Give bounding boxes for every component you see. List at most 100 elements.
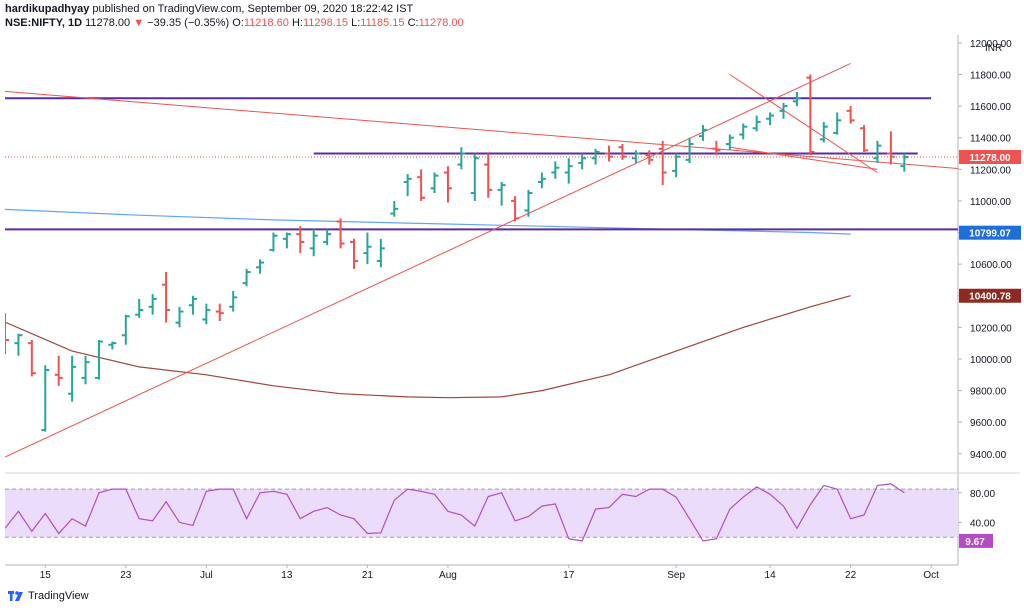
ohlc-bar	[336, 218, 345, 249]
published-text: published on TradingView.com, September …	[92, 3, 414, 15]
rsi-value-label: 9.67	[965, 537, 985, 548]
ohlc-bar	[54, 355, 63, 386]
ohlc-bar	[162, 272, 171, 323]
price-tick-label: 9800.00	[970, 387, 1007, 398]
rsi-line	[5, 483, 905, 542]
symbol-label: NSE:NIFTY, 1D	[5, 17, 83, 29]
ohlc-bar	[537, 172, 546, 189]
ohlc-bar	[135, 298, 144, 318]
ohlc-bar	[376, 238, 385, 268]
ohlc-bar	[685, 137, 694, 164]
time-tick-label: 21	[362, 570, 374, 581]
high-value: 11298.15	[302, 17, 349, 29]
ohlc-bar	[672, 153, 681, 178]
ohlc-bar	[591, 148, 600, 165]
rsi-band	[5, 489, 958, 538]
ohlc-bar	[524, 189, 533, 217]
rsi-tick-label: 40.00	[970, 518, 995, 529]
price-tick-label: 10600.00	[970, 260, 1012, 271]
low-label: L:	[351, 17, 361, 29]
ohlc-bar	[215, 303, 224, 322]
footer-brand-label: TradingView	[28, 590, 89, 602]
ohlc-bar	[229, 291, 238, 312]
price-tick-label: 9400.00	[970, 450, 1007, 461]
ohlc-bar	[511, 196, 520, 222]
publisher-name: hardikupadhyay	[5, 3, 90, 15]
ohlc-bar	[806, 74, 815, 156]
ohlc-bar	[739, 123, 748, 140]
rsi-value-badge	[959, 533, 993, 548]
ohlc-bar	[551, 161, 560, 179]
ohlc-bar	[175, 306, 184, 328]
ohlc-bar	[779, 102, 788, 119]
ohlc-bar	[309, 229, 318, 257]
price-tick-label: 11400.00	[970, 134, 1011, 145]
ohlc-bar	[68, 355, 77, 402]
close-label: C:	[407, 17, 419, 29]
ohlc-bar	[269, 232, 278, 252]
ohlc-bar	[766, 112, 775, 126]
price-badge-label: 10400.78	[969, 292, 1011, 303]
ohlc-bar	[202, 303, 211, 325]
ohlc-bar	[497, 181, 506, 206]
ohlc-bar	[403, 174, 412, 197]
ohlc-bar	[712, 140, 721, 156]
time-tick-label: 15	[40, 570, 52, 581]
ohlc-bar	[121, 314, 130, 345]
footer-brand: TradingView	[8, 590, 89, 602]
time-tick-label: Oct	[923, 570, 939, 581]
ohlc-bar	[752, 115, 761, 132]
ohlc-bar	[564, 158, 573, 184]
price-tick-label: 9600.00	[970, 418, 1007, 429]
ohlc-bar	[148, 294, 157, 315]
trendline	[729, 74, 878, 173]
ohlc-bar	[578, 153, 587, 170]
price-badge-label: 10799.07	[969, 229, 1011, 240]
ohlc-bar	[618, 144, 627, 160]
symbol-info: NSE:NIFTY, 1D 11278.00 ▼ −39.35 (−0.35%)…	[5, 17, 464, 29]
rsi-pane	[5, 483, 958, 542]
price-tick-label: 11200.00	[970, 165, 1011, 176]
price-tick-label: 11600.00	[970, 102, 1011, 113]
ohlc-bar	[792, 91, 801, 107]
time-tick-label: 22	[845, 570, 857, 581]
brown-moving-average	[5, 295, 851, 399]
ohlc-bar	[886, 131, 895, 165]
ohlc-bar	[698, 125, 707, 141]
ohlc-bar	[349, 238, 358, 269]
high-label: H:	[291, 17, 303, 29]
open-value: 11218.60	[243, 17, 289, 29]
price-tick-label: 10200.00	[970, 323, 1012, 334]
trendline	[5, 90, 958, 169]
price-tick-label: 11000.00	[970, 197, 1011, 208]
rsi-tick-label: 80.00	[970, 489, 995, 500]
tradingview-logo-icon	[8, 591, 23, 601]
ohlc-bar	[417, 169, 426, 201]
ohlc-bar	[323, 229, 332, 246]
ohlc-bar	[363, 232, 372, 265]
ohlc-bar	[470, 153, 479, 201]
ohlc-bar	[860, 125, 869, 152]
ohlc-bar	[390, 200, 399, 217]
time-tick-label: 14	[765, 570, 777, 581]
ohlc-bar	[873, 140, 882, 164]
ohlc-bar	[188, 295, 197, 315]
ohlc-bar	[81, 355, 90, 385]
ohlc-bar	[256, 259, 265, 274]
ohlc-bar	[833, 112, 842, 135]
time-tick-label: 23	[120, 570, 132, 581]
time-tick-label: 13	[281, 570, 293, 581]
price-badge	[959, 288, 1021, 303]
ohlc-bar	[443, 166, 452, 203]
trendline	[5, 62, 851, 458]
ohlc-bar	[484, 153, 493, 198]
ohlc-bar	[41, 365, 50, 432]
blue-moving-average	[5, 208, 851, 235]
ohlc-bar	[14, 333, 23, 356]
price-badge	[959, 225, 1021, 240]
ohlc-bar	[900, 153, 909, 172]
ohlc-bar	[631, 150, 640, 164]
close-value: 11278.00	[418, 17, 464, 29]
ohlc-bar	[108, 341, 117, 350]
